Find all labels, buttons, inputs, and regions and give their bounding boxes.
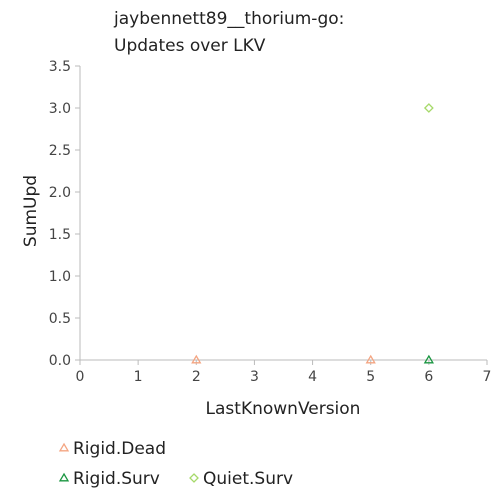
y-tick-label: 1.5 xyxy=(49,227,71,243)
chart-title-line-2: Updates over LKV xyxy=(114,36,266,56)
point-rigid-dead xyxy=(365,354,376,364)
y-tick-label: 0.5 xyxy=(49,311,71,327)
y-tick-label: 0.0 xyxy=(49,353,71,369)
y-axis-title: SumUpd xyxy=(21,175,41,247)
x-axis-title: LastKnownVersion xyxy=(206,399,361,419)
legend-label-rigid-dead: Rigid.Dead xyxy=(73,439,166,459)
x-tick-label: 2 xyxy=(192,369,201,385)
x-tick-label: 1 xyxy=(134,369,143,385)
x-tick-label: 6 xyxy=(424,369,433,385)
point-quiet-surv xyxy=(423,103,434,113)
x-tick-label: 5 xyxy=(366,369,375,385)
ticks: 0 1 2 3 4 5 6 7 0.0 0.5 1.0 1.5 2.0 2.5 3.0 3.5 xyxy=(49,59,492,385)
chart-title-line-1: jaybennett89__thorium-go: xyxy=(113,9,344,29)
point-rigid-surv xyxy=(423,354,434,364)
y-tick-label: 1.0 xyxy=(49,269,71,285)
legend-marker-quiet-surv xyxy=(189,473,199,483)
y-tick-label: 2.0 xyxy=(49,185,71,201)
legend-marker-rigid-surv xyxy=(58,472,70,482)
x-tick-label: 0 xyxy=(76,369,85,385)
y-tick-label: 3.0 xyxy=(49,101,71,117)
point-rigid-dead xyxy=(191,354,202,364)
y-tick-label: 2.5 xyxy=(49,143,71,159)
data-points xyxy=(191,103,434,364)
legend-label-quiet-surv: Quiet.Surv xyxy=(203,469,293,489)
x-tick-label: 3 xyxy=(250,369,259,385)
legend-marker-rigid-dead xyxy=(58,442,70,452)
y-tick-label: 3.5 xyxy=(49,59,71,75)
legend: Rigid.Dead Rigid.Surv Quiet.Surv xyxy=(58,439,293,489)
axes xyxy=(79,66,487,361)
x-tick-label: 4 xyxy=(308,369,317,385)
legend-label-rigid-surv: Rigid.Surv xyxy=(73,469,160,489)
x-tick-label: 7 xyxy=(483,369,492,385)
